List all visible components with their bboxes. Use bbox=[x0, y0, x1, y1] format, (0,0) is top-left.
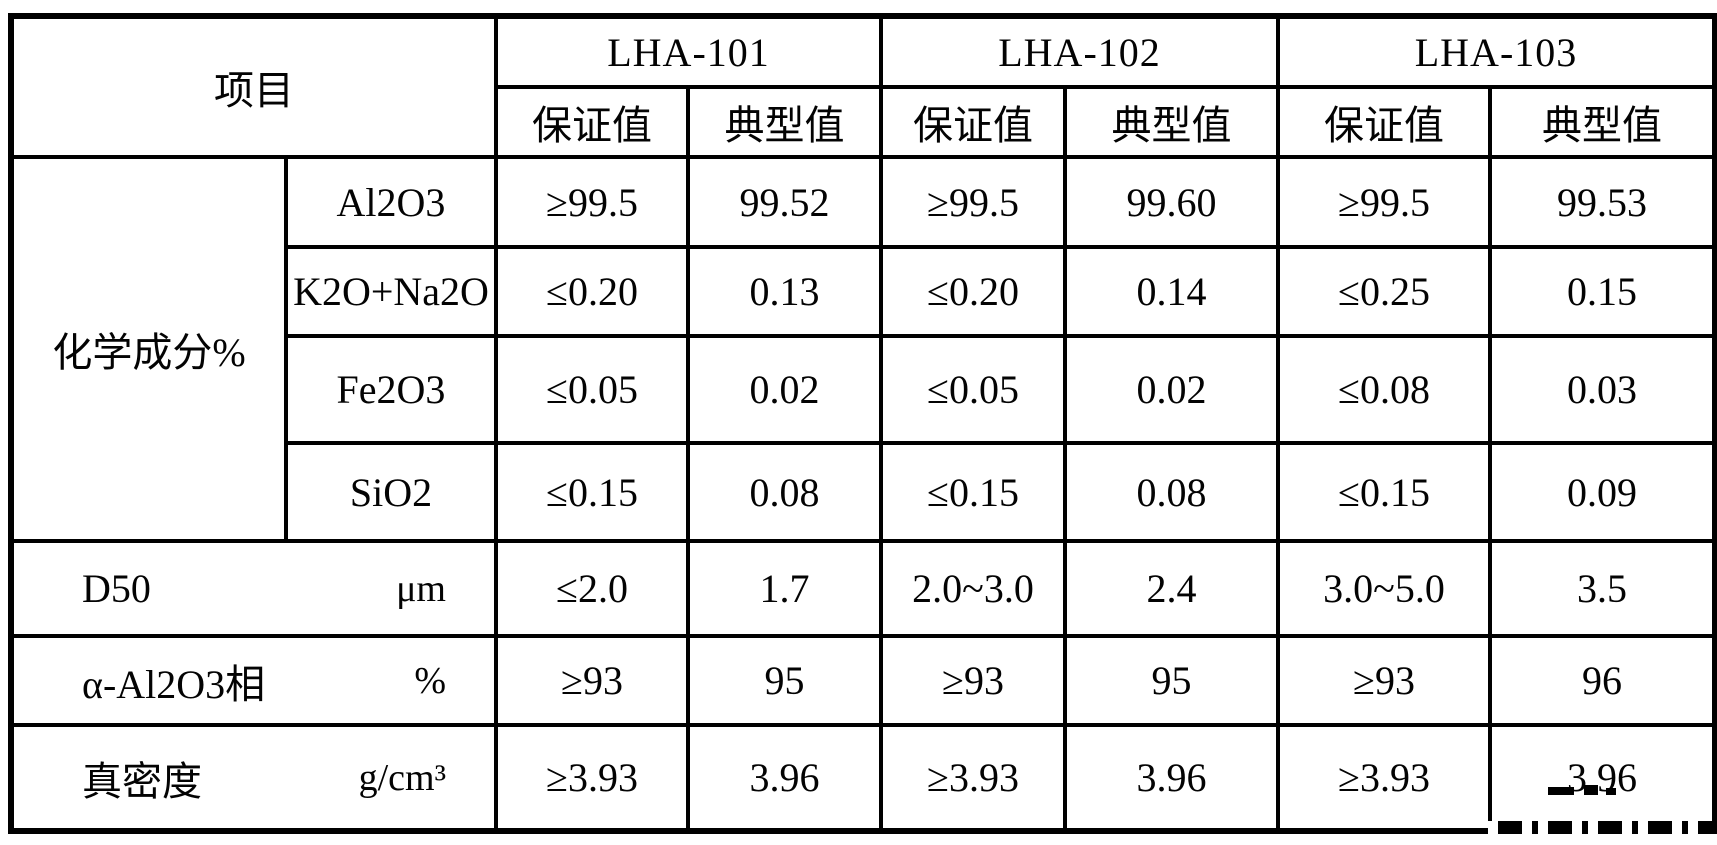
row-label-true-density: 真密度 bbox=[82, 758, 202, 804]
value-cell: ≥93 bbox=[879, 634, 1067, 727]
row-label-sio2: SiO2 bbox=[284, 441, 498, 543]
value-cell: 3.96 bbox=[686, 723, 883, 833]
value-cell: 0.09 bbox=[1488, 441, 1717, 543]
value-cell: 3.5 bbox=[1488, 539, 1717, 638]
chemical-group-label: 化学成分% bbox=[9, 155, 288, 543]
watermark-artifact bbox=[1584, 785, 1598, 795]
unit-alpha-phase: % bbox=[414, 659, 446, 702]
value-cell: 3.96 bbox=[1488, 723, 1717, 833]
product-spec-table: 项目 LHA-101 LHA-102 LHA-103 保证值 典型值 保证值 典… bbox=[8, 13, 1717, 834]
row-label-fe2o3: Fe2O3 bbox=[284, 334, 498, 445]
value-cell: ≤0.15 bbox=[494, 441, 690, 543]
header-item-cell: 项目 bbox=[9, 14, 498, 159]
header-guaranteed-lha103: 保证值 bbox=[1276, 85, 1492, 159]
value-cell: ≤0.15 bbox=[1276, 441, 1492, 543]
value-cell: ≥99.5 bbox=[879, 155, 1067, 249]
header-guaranteed-lha102: 保证值 bbox=[879, 85, 1067, 159]
value-cell: 0.15 bbox=[1488, 245, 1717, 338]
value-cell: 95 bbox=[1063, 634, 1280, 727]
value-cell: 99.52 bbox=[686, 155, 883, 249]
watermark-artifact bbox=[1488, 821, 1712, 834]
value-cell: ≥93 bbox=[1276, 634, 1492, 727]
value-cell: 0.02 bbox=[686, 334, 883, 445]
value-cell: ≤0.20 bbox=[494, 245, 690, 338]
value-cell: ≤0.25 bbox=[1276, 245, 1492, 338]
header-typical-lha102: 典型值 bbox=[1063, 85, 1280, 159]
value-cell: 2.4 bbox=[1063, 539, 1280, 638]
value-cell: ≥99.5 bbox=[1276, 155, 1492, 249]
row-label-al2o3: Al2O3 bbox=[284, 155, 498, 249]
value-cell: 0.08 bbox=[1063, 441, 1280, 543]
value-cell: ≥99.5 bbox=[494, 155, 690, 249]
row-label-alpha-phase-cell: α-Al2O3相 % bbox=[9, 634, 498, 727]
value-cell: 0.08 bbox=[686, 441, 883, 543]
value-cell: ≥3.93 bbox=[494, 723, 690, 833]
value-cell: 99.53 bbox=[1488, 155, 1717, 249]
header-product-lha101: LHA-101 bbox=[494, 14, 883, 89]
value-cell: 3.96 bbox=[1063, 723, 1280, 833]
unit-true-density: g/cm³ bbox=[358, 756, 446, 799]
value-cell: 99.60 bbox=[1063, 155, 1280, 249]
value-cell: 1.7 bbox=[686, 539, 883, 638]
value-cell: ≤0.08 bbox=[1276, 334, 1492, 445]
header-guaranteed-lha101: 保证值 bbox=[494, 85, 690, 159]
value-cell: 0.13 bbox=[686, 245, 883, 338]
value-cell: 3.0~5.0 bbox=[1276, 539, 1492, 638]
value-cell: ≤0.05 bbox=[879, 334, 1067, 445]
value-cell: ≤0.20 bbox=[879, 245, 1067, 338]
value-cell: 0.14 bbox=[1063, 245, 1280, 338]
row-label-d50: D50 bbox=[82, 566, 151, 611]
value-cell: ≥93 bbox=[494, 634, 690, 727]
watermark-artifact bbox=[1548, 787, 1574, 795]
unit-d50: μm bbox=[396, 567, 446, 610]
value-cell: ≤0.05 bbox=[494, 334, 690, 445]
row-label-alpha-phase: α-Al2O3相 bbox=[82, 661, 266, 707]
value-cell: 0.03 bbox=[1488, 334, 1717, 445]
value-cell: 95 bbox=[686, 634, 883, 727]
value-cell: ≤2.0 bbox=[494, 539, 690, 638]
value-cell: 96 bbox=[1488, 634, 1717, 727]
row-label-k2o-na2o: K2O+Na2O bbox=[284, 245, 498, 338]
value-cell: 2.0~3.0 bbox=[879, 539, 1067, 638]
header-typical-lha103: 典型值 bbox=[1488, 85, 1717, 159]
value-cell: ≤0.15 bbox=[879, 441, 1067, 543]
header-product-lha103: LHA-103 bbox=[1276, 14, 1717, 89]
watermark-artifact bbox=[1606, 788, 1616, 795]
value-cell: 0.02 bbox=[1063, 334, 1280, 445]
row-label-true-density-cell: 真密度 g/cm³ bbox=[9, 723, 498, 833]
row-label-d50-cell: D50 μm bbox=[9, 539, 498, 638]
header-product-lha102: LHA-102 bbox=[879, 14, 1280, 89]
value-cell: ≥3.93 bbox=[1276, 723, 1492, 833]
header-typical-lha101: 典型值 bbox=[686, 85, 883, 159]
value-cell: ≥3.93 bbox=[879, 723, 1067, 833]
